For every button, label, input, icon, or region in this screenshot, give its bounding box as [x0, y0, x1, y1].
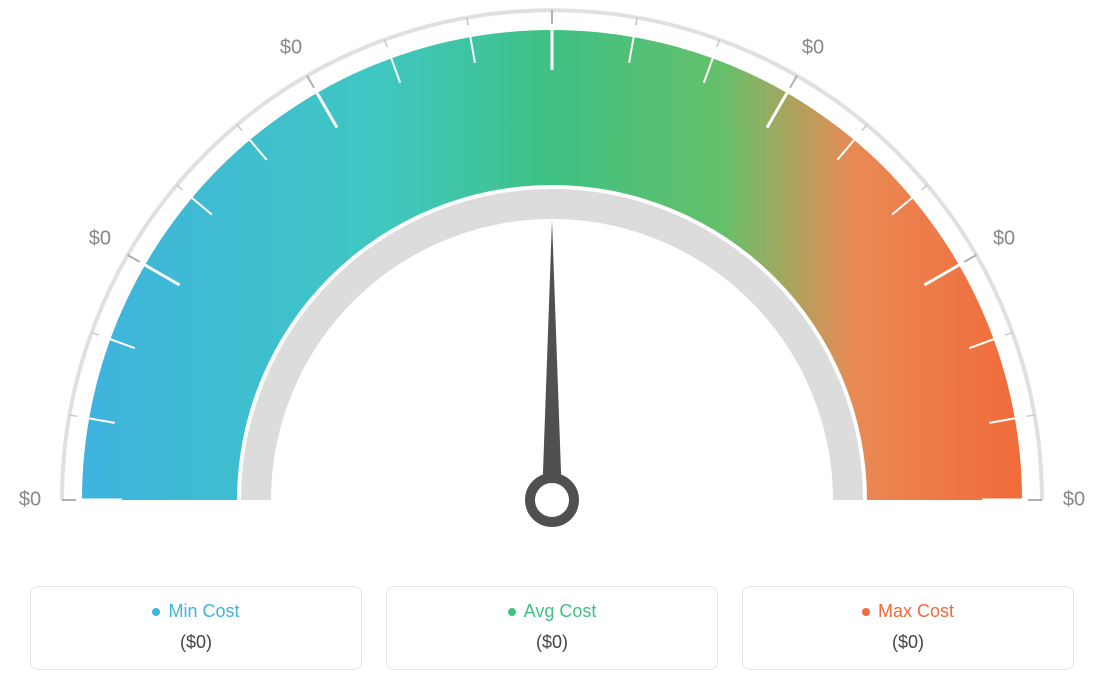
legend-card-min: Min Cost ($0)	[30, 586, 362, 670]
gauge-tick-label: $0	[89, 228, 111, 251]
gauge-tick-label: $0	[1063, 489, 1085, 512]
legend-title: Min Cost	[152, 601, 239, 622]
legend-dot-icon	[152, 608, 160, 616]
legend-dot-icon	[508, 608, 516, 616]
legend-value: ($0)	[397, 632, 707, 653]
legend-card-max: Max Cost ($0)	[742, 586, 1074, 670]
legend-title: Max Cost	[862, 601, 954, 622]
legend-label-text: Avg Cost	[524, 601, 597, 622]
gauge-tick-label: $0	[993, 228, 1015, 251]
legend-title: Avg Cost	[508, 601, 597, 622]
gauge-tick-label: $0	[280, 36, 302, 59]
gauge-tick-label: $0	[802, 36, 824, 59]
legend-dot-icon	[862, 608, 870, 616]
legend-row: Min Cost ($0) Avg Cost ($0) Max Cost ($0)	[30, 586, 1074, 670]
legend-value: ($0)	[41, 632, 351, 653]
legend-card-avg: Avg Cost ($0)	[386, 586, 718, 670]
gauge-tick-label: $0	[19, 489, 41, 512]
gauge-chart: $0$0$0$0$0$0$0	[0, 0, 1104, 560]
gauge-svg	[0, 0, 1104, 560]
legend-label-text: Max Cost	[878, 601, 954, 622]
legend-label-text: Min Cost	[168, 601, 239, 622]
legend-value: ($0)	[753, 632, 1063, 653]
